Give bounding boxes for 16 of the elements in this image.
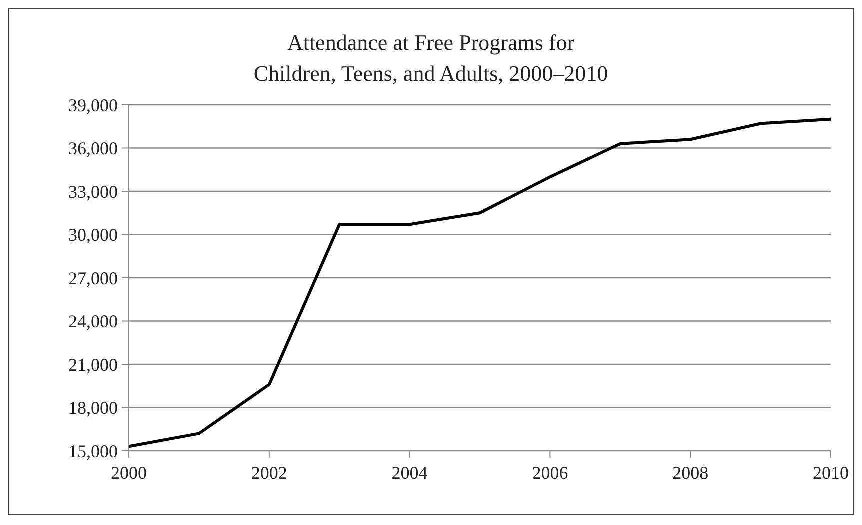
y-tick-label: 33,000 bbox=[68, 182, 118, 202]
y-tick-label: 15,000 bbox=[68, 441, 118, 462]
x-tick-label: 2010 bbox=[813, 462, 849, 483]
y-tick-label: 18,000 bbox=[68, 398, 118, 418]
chart-title: Attendance at Free Programs for Children, Teens, and Adults, 2000–2010 bbox=[252, 29, 610, 88]
x-tick-label: 2004 bbox=[392, 462, 428, 483]
y-tick-label: 36,000 bbox=[68, 138, 118, 159]
y-tick-label: 39,000 bbox=[68, 95, 118, 116]
x-tick-label: 2002 bbox=[251, 462, 288, 483]
x-tick-label: 2000 bbox=[111, 462, 147, 483]
x-tick-label: 2008 bbox=[672, 462, 709, 483]
y-tick-label: 24,000 bbox=[68, 312, 118, 332]
y-tick-label: 21,000 bbox=[68, 354, 118, 375]
y-tick-label: 30,000 bbox=[68, 225, 118, 246]
y-tick-label: 27,000 bbox=[68, 268, 118, 288]
x-tick-label: 2006 bbox=[532, 462, 568, 483]
